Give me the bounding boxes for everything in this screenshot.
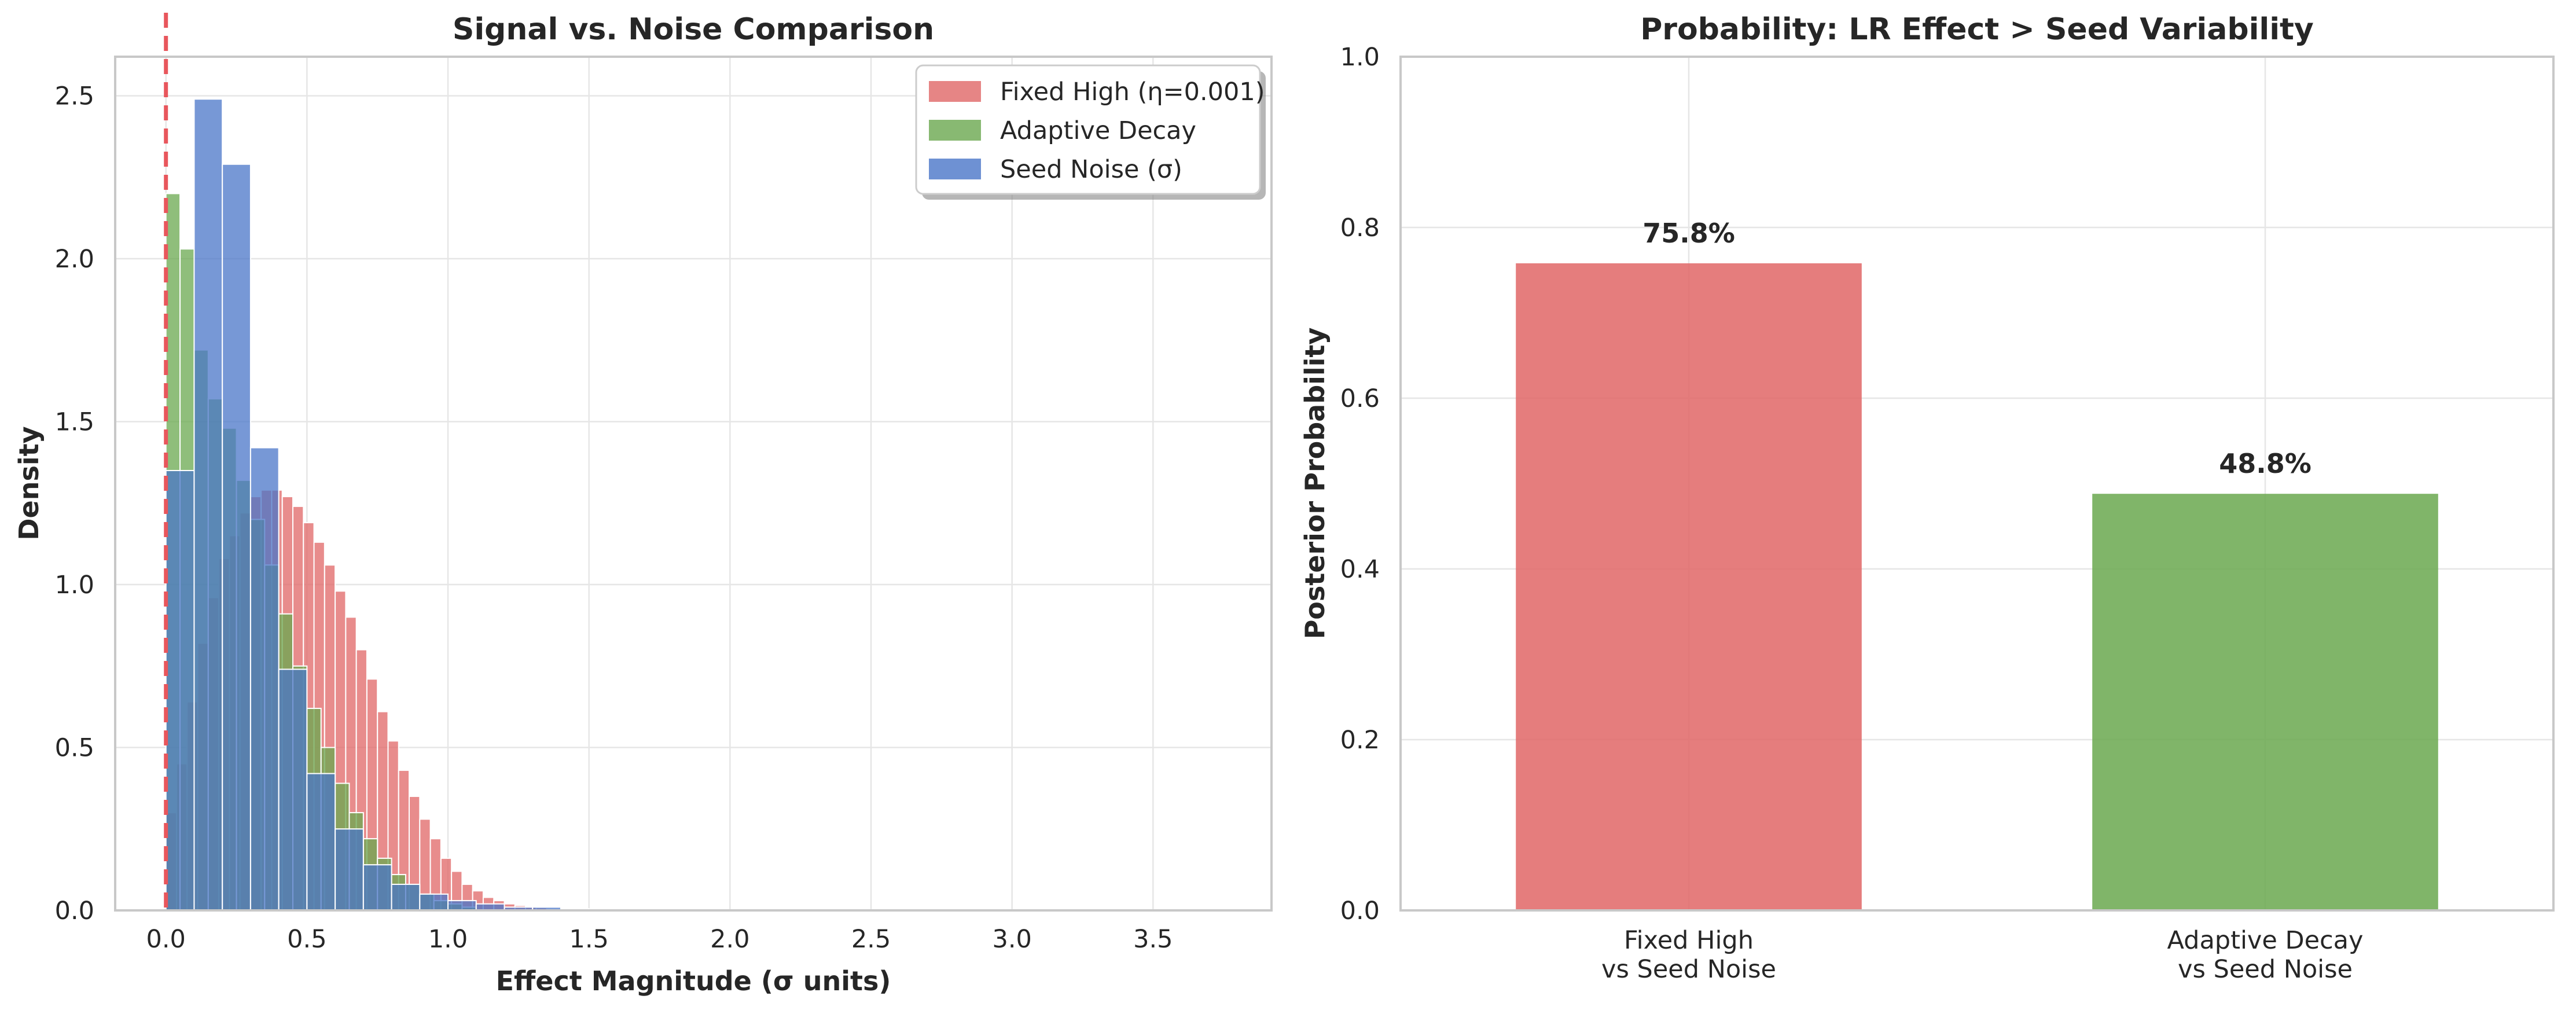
histogram-y-ticks: 0.0 0.5 1.0 1.5 2.0 2.5	[55, 82, 94, 925]
x-tick-label: 2.0	[710, 925, 749, 954]
y-tick-label: 0.0	[55, 897, 94, 925]
hist-bar-seed-noise	[193, 98, 223, 912]
histogram-x-ticks: 0.0 0.5 1.0 1.5 2.0 2.5 3.0 3.5	[146, 925, 1173, 954]
hist-bar-seed-noise	[249, 447, 280, 911]
legend-label-adaptive-decay: Adaptive Decay	[1000, 116, 1196, 145]
x-tick-label: Fixed High	[1624, 926, 1754, 955]
x-tick-label: vs Seed Noise	[2178, 955, 2353, 984]
y-tick-label: 0.4	[1340, 555, 1380, 584]
probability-panel: Probability: LR Effect > Seed Variabilit…	[1299, 12, 2555, 984]
x-tick-label: 0.0	[146, 925, 186, 954]
x-tick-label: 3.5	[1133, 925, 1173, 954]
hist-bar-seed-noise	[278, 668, 308, 912]
probability-y-axis-label: Posterior Probability	[1299, 328, 1331, 640]
legend-swatch-seed-noise	[929, 159, 981, 179]
histogram-panel: Signal vs. Noise Comparison 0.0 0.5 1.0 1.5…	[13, 12, 1273, 997]
bar-value-label: 75.8%	[1642, 218, 1735, 249]
y-tick-label: 2.5	[55, 82, 94, 111]
y-tick-label: 1.0	[55, 571, 94, 600]
hist-bar-seed-noise	[335, 828, 364, 912]
histogram-axes-frame	[114, 56, 1273, 912]
bar-fixed-high	[1516, 263, 1862, 911]
histogram-y-axis-label: Density	[13, 426, 45, 540]
x-tick-label: 2.5	[851, 925, 891, 954]
legend-label-seed-noise: Seed Noise (σ)	[1000, 155, 1182, 184]
x-tick-label: 0.5	[287, 925, 326, 954]
legend-swatch-adaptive-decay	[929, 120, 981, 141]
histogram-legend: Fixed High (η=0.001) Adaptive Decay Seed N…	[915, 64, 1266, 200]
probability-y-ticks: 0.0 0.2 0.4 0.6 0.8 1.0	[1340, 43, 1380, 925]
series-seed-noise	[165, 98, 618, 912]
x-tick-label: 3.0	[992, 925, 1031, 954]
hist-bar-seed-noise	[391, 883, 421, 911]
hist-bar-seed-noise	[222, 163, 251, 911]
probability-axes-frame	[1399, 56, 2555, 912]
histogram-bars	[165, 98, 618, 912]
y-tick-label: 1.0	[1340, 43, 1380, 72]
probability-bars: 75.8% 48.8%	[1516, 218, 2438, 911]
hist-bar-seed-noise	[165, 469, 195, 911]
bar-value-label: 48.8%	[2219, 448, 2312, 479]
hist-bar-seed-noise	[447, 900, 477, 912]
hist-bar-seed-noise	[362, 864, 392, 912]
histogram-title: Signal vs. Noise Comparison	[453, 12, 934, 47]
y-tick-label: 0.0	[1340, 897, 1380, 925]
probability-title: Probability: LR Effect > Seed Variabilit…	[1640, 12, 2314, 47]
bar-adaptive-decay	[2092, 494, 2438, 910]
hist-bar-seed-noise	[419, 893, 449, 912]
legend-box	[915, 64, 1261, 195]
y-tick-label: 0.6	[1340, 384, 1380, 413]
x-tick-label: vs Seed Noise	[1601, 955, 1776, 984]
y-tick-label: 0.8	[1340, 214, 1380, 243]
hist-bar-seed-noise	[306, 773, 336, 911]
legend-label-fixed-high: Fixed High (η=0.001)	[1000, 78, 1265, 106]
y-tick-label: 0.5	[55, 734, 94, 763]
x-tick-label: Adaptive Decay	[2167, 926, 2364, 955]
x-tick-label: 1.5	[569, 925, 608, 954]
legend-swatch-fixed-high	[929, 81, 981, 102]
x-tick-label: 1.0	[428, 925, 468, 954]
y-tick-label: 0.2	[1340, 726, 1380, 755]
y-tick-label: 1.5	[55, 408, 94, 437]
histogram-x-axis-label: Effect Magnitude (σ units)	[496, 965, 891, 997]
y-tick-label: 2.0	[55, 245, 94, 274]
